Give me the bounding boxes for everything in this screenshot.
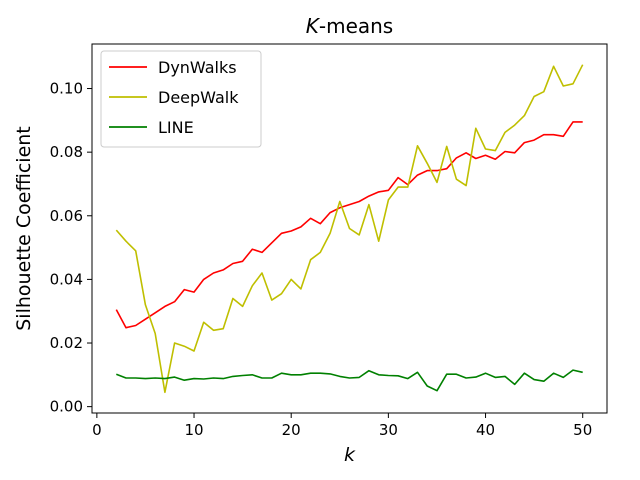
x-tick-label: 10 <box>184 421 203 439</box>
series-line-deepwalk <box>115 64 584 394</box>
x-tick-label: 0 <box>92 421 102 439</box>
x-axis: 0 10 20 30 40 50 <box>92 413 592 439</box>
series-line-line <box>116 369 583 392</box>
x-tick-label: 30 <box>379 421 398 439</box>
series-layer <box>115 64 584 394</box>
x-tick-label: 50 <box>573 421 592 439</box>
y-tick-label: 0.10 <box>50 80 83 98</box>
legend-box <box>100 50 262 148</box>
y-tick-label: 0.00 <box>50 398 83 416</box>
plot-area <box>91 43 608 414</box>
x-axis-label: k <box>344 444 356 466</box>
legend-label-dynwalks: DynWalks <box>158 58 237 77</box>
x-tick-label: 40 <box>476 421 495 439</box>
chart-title-italic: K <box>306 14 321 38</box>
y-tick-label: 0.04 <box>50 270 83 288</box>
axes-frame <box>91 43 608 414</box>
chart-title: K-means <box>306 14 393 38</box>
y-tick-label: 0.08 <box>50 143 83 161</box>
series-line-dynwalks <box>115 121 583 329</box>
y-axis-label: Silhouette Coefficient <box>13 126 35 331</box>
legend: DynWalks DeepWalk LINE <box>100 50 262 148</box>
x-tick-label: 20 <box>282 421 301 439</box>
y-tick-label: 0.06 <box>50 207 83 225</box>
y-axis: 0.00 0.02 0.04 0.06 0.08 0.10 <box>50 80 92 416</box>
y-tick-label: 0.02 <box>50 334 83 352</box>
chart-title-rest: -means <box>319 14 393 38</box>
legend-label-line: LINE <box>158 118 194 137</box>
legend-label-deepwalk: DeepWalk <box>158 88 239 107</box>
